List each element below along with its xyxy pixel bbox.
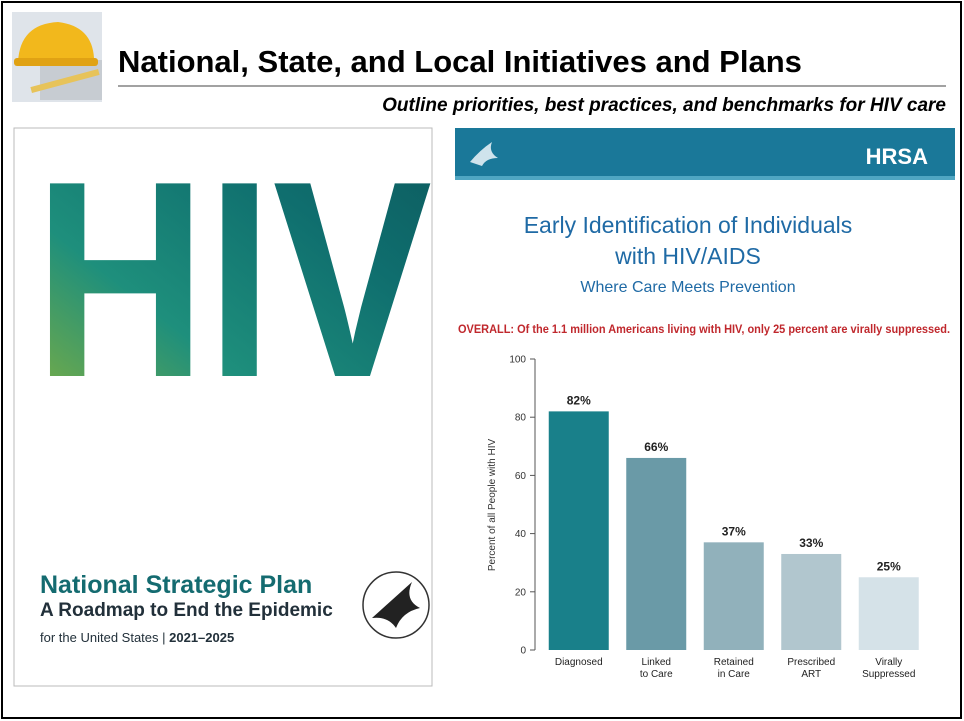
x-tick-label-line: ART	[801, 669, 821, 680]
bar	[859, 577, 919, 650]
value-label: 66%	[644, 440, 668, 454]
slide-subtitle: Where Care Meets Prevention	[580, 279, 795, 296]
y-tick-label: 60	[515, 471, 527, 482]
y-tick-label: 100	[509, 355, 526, 366]
hrsa-logo: HRSA	[866, 144, 928, 169]
x-tick-label-line: to Care	[640, 669, 673, 680]
cover-years: 2021–2025	[169, 630, 234, 645]
x-tick-label-line: Prescribed	[787, 657, 835, 668]
bar	[704, 542, 764, 650]
header-title: National, State, and Local Initiatives a…	[118, 44, 802, 79]
header-icon	[12, 12, 102, 102]
y-tick-label: 0	[520, 646, 526, 657]
y-tick-label: 40	[515, 529, 527, 540]
value-label: 82%	[567, 393, 591, 407]
x-tick-label: Diagnosed	[555, 657, 603, 668]
value-label: 37%	[722, 524, 746, 538]
x-tick-label-line: Retained	[714, 657, 754, 668]
cover-footer-text: for the United States |	[40, 630, 169, 645]
value-label: 25%	[877, 559, 901, 573]
cover-title: National Strategic Plan	[40, 571, 312, 599]
slide-title-line: with HIV/AIDS	[614, 243, 761, 269]
x-tick-label-line: Diagnosed	[555, 657, 603, 668]
bar	[781, 554, 841, 650]
banner-stripe	[455, 176, 955, 180]
y-axis-label: Percent of all People with HIV	[487, 439, 498, 572]
x-tick-label-line: Suppressed	[862, 669, 915, 680]
x-tick-label-line: Linked	[642, 657, 671, 668]
bar	[626, 458, 686, 650]
slide-title-line: Early Identification of Individuals	[524, 212, 853, 238]
y-tick-label: 80	[515, 413, 527, 424]
cover-footer: for the United States | 2021–2025	[40, 630, 234, 645]
value-label: 33%	[799, 536, 823, 550]
cover-subtitle: A Roadmap to End the Epidemic	[40, 600, 333, 621]
header-subtitle: Outline priorities, best practices, and …	[382, 95, 946, 116]
x-tick-label-line: Virally	[875, 657, 902, 668]
y-tick-label: 20	[515, 587, 527, 598]
slide: National, State, and Local Initiatives a…	[0, 0, 964, 721]
bar	[549, 411, 609, 650]
slide-note: OVERALL: Of the 1.1 million Americans li…	[458, 324, 950, 336]
cover-big-text: HIV	[34, 124, 433, 436]
x-tick-label-line: in Care	[718, 669, 751, 680]
